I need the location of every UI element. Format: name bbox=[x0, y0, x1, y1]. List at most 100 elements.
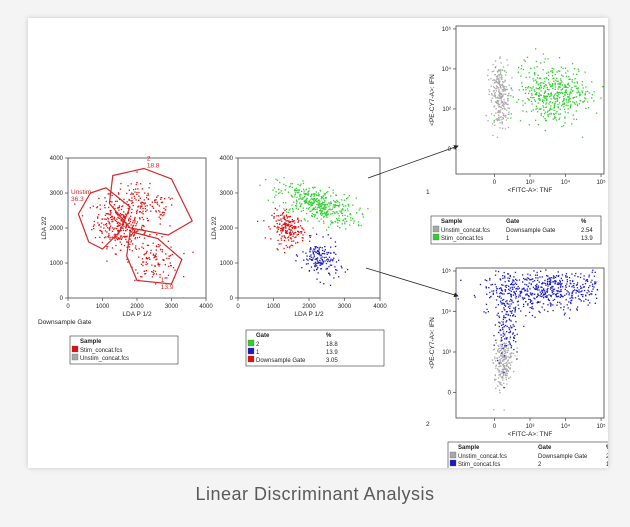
plot2-point bbox=[295, 205, 297, 207]
plot1-point bbox=[111, 194, 113, 197]
plot3-point bbox=[499, 75, 501, 77]
plot3-point bbox=[499, 69, 502, 71]
plot1-point bbox=[115, 220, 118, 223]
plot1-point bbox=[136, 212, 138, 215]
plot4-point bbox=[559, 290, 561, 292]
plot2-point bbox=[312, 251, 315, 254]
plot1-point bbox=[174, 269, 176, 271]
plot4-point bbox=[509, 315, 511, 317]
plot1-point bbox=[120, 238, 123, 240]
plot1-point bbox=[92, 205, 94, 207]
plot4-point bbox=[502, 364, 504, 366]
plot4-point bbox=[501, 320, 503, 323]
plot1-point bbox=[165, 206, 167, 208]
plot2-point bbox=[312, 227, 314, 229]
plot2-point bbox=[358, 209, 360, 211]
plot2-point bbox=[313, 248, 315, 250]
plot2-point bbox=[300, 220, 302, 222]
plot3-point bbox=[542, 102, 544, 104]
plot1-point bbox=[183, 276, 185, 278]
plot2-point bbox=[329, 274, 331, 276]
plot2-point bbox=[304, 193, 306, 196]
plot3-point bbox=[581, 84, 583, 86]
plot4-point bbox=[503, 303, 506, 305]
plot3-point bbox=[528, 92, 530, 94]
plot2-point bbox=[324, 208, 326, 210]
plot3-point bbox=[490, 99, 492, 101]
plot3-point bbox=[583, 100, 586, 102]
plot2-point bbox=[303, 229, 305, 231]
plot3-point bbox=[576, 92, 578, 94]
plot1-point bbox=[119, 224, 121, 226]
plot3-point bbox=[553, 105, 555, 107]
plot2-point bbox=[327, 234, 329, 236]
plot3-point bbox=[543, 61, 545, 63]
plot3-point bbox=[519, 120, 522, 122]
plot3-point bbox=[539, 77, 542, 79]
plot1-point bbox=[134, 216, 136, 219]
plot2-point bbox=[299, 197, 301, 200]
plot2-point bbox=[264, 237, 266, 239]
plot4-point bbox=[591, 283, 594, 285]
plot2-point bbox=[343, 193, 345, 196]
plot3-point bbox=[564, 84, 566, 86]
plot3-point bbox=[507, 100, 509, 102]
plot1-point bbox=[106, 223, 108, 225]
plot3-point bbox=[501, 83, 503, 85]
plot1-point bbox=[160, 197, 162, 199]
plot2-point bbox=[307, 202, 309, 204]
plot4-point bbox=[579, 276, 582, 279]
plot2-point bbox=[315, 263, 317, 265]
plot4-point bbox=[551, 291, 553, 293]
plot4-point bbox=[506, 302, 508, 304]
plot2-point bbox=[340, 265, 342, 267]
plot4-point bbox=[529, 301, 531, 303]
plot4-point bbox=[498, 356, 500, 358]
plot1-point bbox=[97, 216, 99, 218]
plot3-point bbox=[542, 69, 544, 71]
plot3-point bbox=[497, 74, 499, 77]
plot2-point bbox=[320, 268, 322, 270]
plot4-point bbox=[511, 281, 514, 283]
plot2-point bbox=[307, 220, 309, 222]
plot4-point bbox=[558, 274, 560, 277]
plot4-point bbox=[495, 360, 497, 362]
plot2-point bbox=[300, 210, 302, 212]
plot4-point bbox=[502, 351, 504, 353]
plot1-point bbox=[153, 257, 155, 259]
plot3-point bbox=[527, 87, 529, 89]
plot4-point bbox=[505, 371, 508, 373]
plot4-point bbox=[500, 357, 502, 360]
plot3-point bbox=[564, 94, 566, 96]
plot4-point bbox=[504, 345, 506, 348]
plot4-point bbox=[540, 293, 543, 295]
plot4-point bbox=[515, 283, 518, 285]
plot1-point bbox=[153, 273, 155, 275]
plot3-point bbox=[561, 125, 563, 128]
plot2-point bbox=[279, 214, 282, 216]
plot1-ytick-label: 3000 bbox=[50, 191, 64, 197]
plot4-point bbox=[505, 338, 507, 340]
plot2-point bbox=[319, 262, 321, 264]
plot4-point bbox=[542, 303, 545, 305]
plot2-point bbox=[284, 252, 286, 254]
plot2-point bbox=[328, 226, 330, 228]
plot4-point bbox=[523, 288, 525, 290]
plot4-point bbox=[504, 355, 506, 357]
plot4-point bbox=[526, 279, 528, 281]
plot3-point bbox=[535, 79, 537, 81]
plot3-point bbox=[499, 93, 501, 95]
plot3-point bbox=[545, 97, 547, 99]
plot3-point bbox=[540, 108, 542, 110]
plot4-point bbox=[574, 297, 577, 299]
plot3-point bbox=[499, 84, 501, 86]
plot3-point bbox=[538, 77, 541, 79]
plot4-point bbox=[573, 285, 575, 287]
plot1-point bbox=[74, 203, 76, 205]
plot1-point bbox=[161, 251, 163, 253]
plot1-point bbox=[105, 218, 107, 221]
plot2-point bbox=[287, 220, 290, 222]
plot4-point bbox=[587, 299, 589, 301]
plot2-point bbox=[326, 203, 328, 205]
plot1-point bbox=[107, 227, 109, 229]
